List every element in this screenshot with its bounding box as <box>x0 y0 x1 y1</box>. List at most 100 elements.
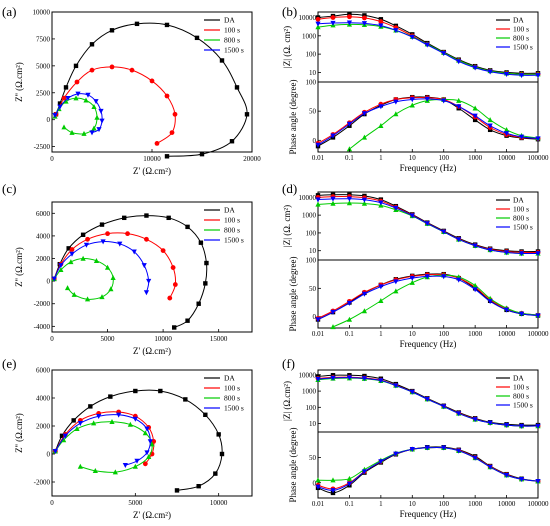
y-tick-label-a-2: 2500 <box>36 89 51 97</box>
data-point-c-3-9 <box>143 290 150 296</box>
data-point-e-2-11 <box>92 468 98 473</box>
bode-x-tick-label-b-2: 1 <box>379 154 383 162</box>
bode-top-point-d-2-3 <box>361 200 368 206</box>
data-point-a-1-7 <box>164 93 170 99</box>
data-point-a-0-1 <box>57 101 63 106</box>
data-point-e-0-4 <box>108 394 113 399</box>
bode-bottom-y-label-f-1: 50 <box>309 454 317 462</box>
plot-frame-e <box>51 369 253 497</box>
bode-bottom-y-label-b-2: 100 <box>306 79 317 87</box>
data-point-e-0-6 <box>158 388 163 394</box>
plot-frame-c <box>51 201 253 333</box>
bode-bottom-point-d-3-14 <box>535 313 541 319</box>
bode-top-point-b-1-1 <box>330 15 336 20</box>
bode-x-tick-label-f-0: 0.01 <box>312 500 325 508</box>
fit-line-e-1 <box>54 411 155 465</box>
fit-line-a-0 <box>55 22 248 157</box>
fit-line-c-0 <box>53 215 208 328</box>
data-point-c-2-9 <box>84 296 91 302</box>
bode-bottom-point-d-2-1 <box>346 316 353 322</box>
bode-bottom-point-f-3-14 <box>535 479 541 485</box>
bode-bottom-point-f-3-2 <box>346 481 353 487</box>
bode-top-point-b-1-3 <box>362 15 367 21</box>
data-point-c-2-7 <box>108 286 114 292</box>
bode-x-tick-label-d-6: 10000 <box>498 330 516 338</box>
bode-legend-label-d-2: 800 s <box>513 214 529 223</box>
bode-x-tick-label-f-5: 1000 <box>468 500 483 508</box>
bode-bottom-point-f-3-6 <box>409 447 415 453</box>
bode-legend-label-b-0: DA <box>513 16 524 25</box>
bode-x-tick-label-f-4: 100 <box>438 500 449 508</box>
bode-bottom-point-f-3-5 <box>393 451 399 457</box>
data-point-a-2-10 <box>61 124 67 130</box>
bode-x-tick-label-d-7: 100000 <box>528 330 550 338</box>
bode-x-title-d: Frequency (Hz) <box>400 339 457 349</box>
legend-label-e-2: 800 s <box>224 394 240 403</box>
bode-top-y-label-d-3: 10000 <box>299 194 317 202</box>
panel-label-f: (f) <box>282 356 295 371</box>
bode-top-point-b-3-4 <box>378 23 384 29</box>
bode-legend-label-b-1: 100 s <box>513 25 529 34</box>
legend-label-a-3: 1500 s <box>224 46 244 55</box>
data-point-e-3-6 <box>144 426 150 432</box>
panel-label-e: (e) <box>2 356 16 371</box>
bode-top-point-f-3-8 <box>441 404 447 410</box>
nyquist-panel-c: 0 5000 10000 15000 -4000 -2000 0 2000 4000 6000 Z'… <box>14 201 253 356</box>
bode-bottom-point-b-2-7 <box>456 97 462 103</box>
legend-label-e-1: 100 s <box>224 384 240 393</box>
data-point-e-3-10 <box>122 463 128 468</box>
bode-bottom-point-f-3-8 <box>441 445 447 451</box>
data-point-c-2-6 <box>110 274 116 280</box>
bode-top-point-d-3-0 <box>315 197 321 203</box>
y-tick-label-c-0: -4000 <box>34 323 51 331</box>
bode-bottom-point-f-3-4 <box>378 459 384 465</box>
bode-bottom-y-label-f-0: 0 <box>313 479 317 487</box>
bode-bottom-point-b-3-13 <box>518 134 525 140</box>
bode-bottom-point-d-3-11 <box>487 299 493 305</box>
data-point-e-2-6 <box>142 430 148 436</box>
data-point-e-2-4 <box>109 419 115 424</box>
bode-top-y-title-d: |Z| (Ω. cm²) <box>282 205 292 247</box>
bode-x-tick-label-b-3: 10 <box>409 154 417 162</box>
data-point-c-2-2 <box>68 259 74 265</box>
bode-legend-label-d-3: 1500 s <box>513 223 533 232</box>
data-point-a-1-4 <box>109 64 115 70</box>
data-point-c-2-1 <box>58 267 64 273</box>
bode-top-point-f-3-7 <box>424 396 430 402</box>
bode-bottom-point-d-3-2 <box>346 300 353 306</box>
bode-top-y-label-d-2: 1000 <box>302 212 317 220</box>
bode-top-point-b-1-0 <box>315 16 321 22</box>
legend-label-a-0: DA <box>224 16 235 25</box>
data-point-a-3-1 <box>57 104 63 110</box>
data-point-a-0-7 <box>164 22 170 28</box>
x-tick-label-e-0: 0 <box>50 499 54 507</box>
bode-bottom-point-b-2-8 <box>472 105 478 111</box>
data-point-e-0-9 <box>216 432 221 437</box>
bode-top-point-d-3-8 <box>441 229 447 235</box>
data-point-a-0-3 <box>73 63 79 69</box>
data-point-c-0-9 <box>198 240 204 245</box>
bode-x-tick-label-b-4: 100 <box>438 154 449 162</box>
panel-label-a: (a) <box>2 4 16 19</box>
data-point-c-1-8 <box>170 265 176 270</box>
bode-bottom-point-b-2-9 <box>487 117 493 123</box>
bode-bottom-point-b-3-12 <box>503 131 510 137</box>
bode-bottom-point-b-2-0 <box>346 146 353 152</box>
bode-top-point-b-3-3 <box>361 21 368 27</box>
bode-bottom-point-f-3-9 <box>456 448 462 454</box>
bode-top-point-f-3-10 <box>472 417 478 423</box>
bode-bottom-frame-f <box>317 431 539 499</box>
data-point-e-3-5 <box>132 416 138 422</box>
bode-top-point-f-3-9 <box>456 411 462 417</box>
y-tick-label-e-3: 4000 <box>36 395 51 403</box>
data-point-c-2-5 <box>104 264 111 270</box>
data-point-c-0-14 <box>172 325 177 330</box>
bode-bottom-point-b-3-0 <box>315 142 321 148</box>
bode-x-tick-label-d-0: 0.01 <box>312 330 325 338</box>
bode-legend-label-f-3: 1500 s <box>513 401 533 410</box>
legend-label-e-0: DA <box>224 374 235 383</box>
bode-top-y-title-f: |Z| (Ω.cm²) <box>282 381 292 421</box>
bode-x-title-b: Frequency (Hz) <box>400 163 457 173</box>
